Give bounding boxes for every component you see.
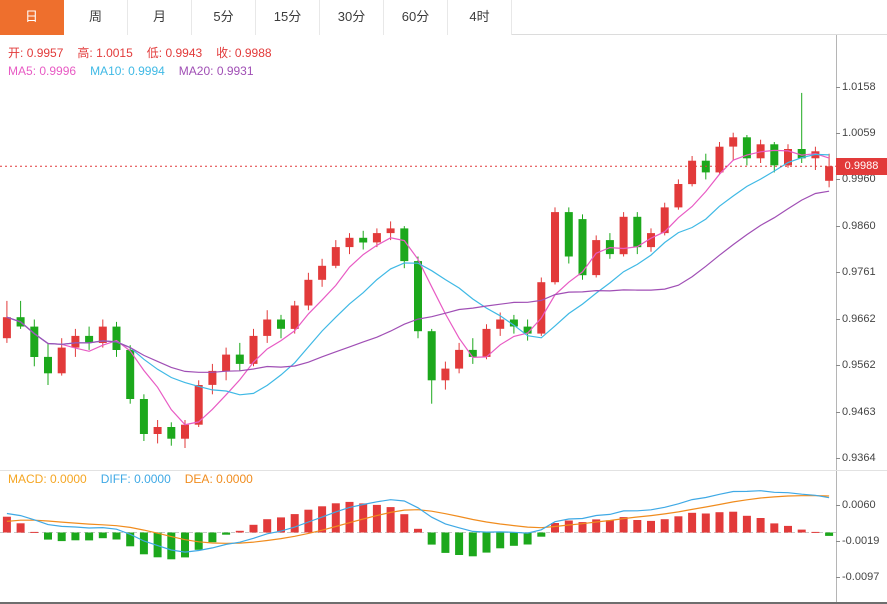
info-ma-2-value: 0.9931	[216, 64, 254, 78]
info-macd-2: DEA0.0000	[185, 472, 253, 486]
price-tick: 0.9463	[836, 405, 876, 418]
tab-month[interactable]: 月	[128, 0, 192, 35]
macd-tick: 0.0060	[836, 499, 876, 512]
info-macd-1: DIFF0.0000	[101, 472, 171, 486]
price-tick: 1.0158	[836, 80, 876, 93]
tab-min60[interactable]: 60分	[384, 0, 448, 35]
info-ma-0-label: MA5	[8, 64, 39, 78]
price-tick: 0.9860	[836, 220, 876, 233]
info-ma-2-label: MA20	[179, 64, 217, 78]
timeframe-tabbar: 日周月 5分 15分 30分 60分 4时	[0, 0, 887, 35]
info-ma-0-value: 0.9996	[39, 64, 77, 78]
info-ohlc-0: 开0.9957	[8, 46, 63, 60]
price-tick: 0.9562	[836, 359, 876, 372]
tab-week[interactable]: 周	[64, 0, 128, 35]
price-tick: 0.9761	[836, 266, 876, 279]
info-macd-0-value: 0.0000	[50, 472, 87, 486]
info-ohlc-0-label: 开	[8, 46, 27, 60]
ma-info-row: MA50.9996 MA100.9994 MA200.9931	[8, 64, 268, 78]
info-ohlc-3-value: 0.9988	[234, 46, 272, 60]
info-macd-0-label: MACD	[8, 472, 50, 486]
tab-min30[interactable]: 30分	[320, 0, 384, 35]
info-ohlc-2-label: 低	[147, 46, 166, 60]
info-ma-1-value: 0.9994	[128, 64, 165, 78]
info-ma-1-label: MA10	[90, 64, 128, 78]
candlestick-chart[interactable]	[0, 35, 836, 470]
tab-min15[interactable]: 15分	[256, 0, 320, 35]
macd-tick: -0.0019	[835, 535, 880, 548]
tab-day[interactable]: 日	[0, 0, 64, 35]
ohlc-info-row: 开0.9957 高1.0015 低0.9943 收0.9988	[8, 44, 286, 61]
current-price-badge: 0.9988	[836, 158, 887, 176]
price-tick: 0.9662	[836, 312, 876, 325]
info-ohlc-1-value: 1.0015	[96, 46, 133, 60]
info-macd-2-value: 0.0000	[216, 472, 253, 486]
price-tick: 0.9960	[836, 173, 876, 186]
macd-tick: -0.0097	[835, 570, 880, 583]
info-ohlc-1-label: 高	[77, 46, 96, 60]
info-ma-2: MA200.9931	[179, 64, 254, 78]
price-tick: 0.9364	[836, 451, 876, 464]
info-ohlc-2: 低0.9943	[147, 46, 202, 60]
tab-min5[interactable]: 5分	[192, 0, 256, 35]
info-ma-0: MA50.9996	[8, 64, 76, 78]
price-axis-line	[836, 35, 837, 602]
panel-divider	[0, 470, 887, 471]
info-ohlc-0-value: 0.9957	[26, 46, 64, 60]
info-macd-2-label: DEA	[185, 472, 216, 486]
macd-chart[interactable]	[0, 490, 836, 602]
macd-info-row: MACD0.0000DIFF0.0000DEA0.0000	[8, 472, 267, 486]
info-ohlc-3-label: 收	[216, 46, 235, 60]
info-macd-1-label: DIFF	[101, 472, 134, 486]
tab-hour4[interactable]: 4时	[448, 0, 512, 35]
price-tick: 1.0059	[836, 127, 876, 140]
info-macd-0: MACD0.0000	[8, 472, 87, 486]
info-ohlc-3: 收0.9988	[216, 46, 271, 60]
info-ohlc-1: 高1.0015	[77, 46, 132, 60]
info-ohlc-2-value: 0.9943	[165, 46, 203, 60]
info-macd-1-value: 0.0000	[134, 472, 171, 486]
info-ma-1: MA100.9994	[90, 64, 165, 78]
